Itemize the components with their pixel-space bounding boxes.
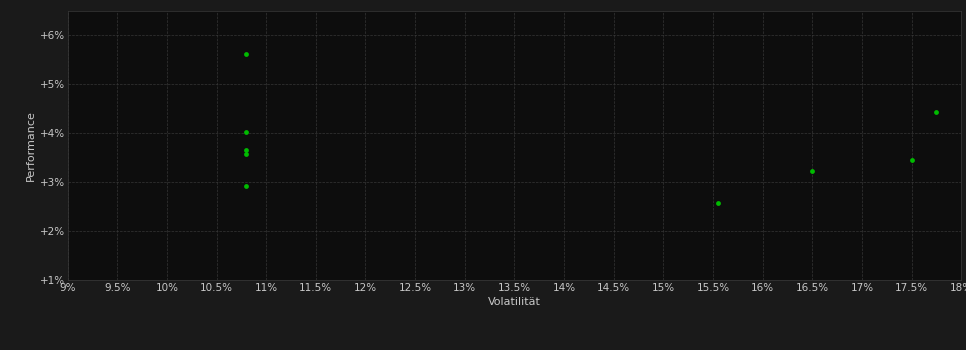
Point (239, 151, 254, 156)
Point (904, 157, 920, 163)
Point (805, 168, 820, 174)
Point (710, 200, 725, 206)
X-axis label: Volatilität: Volatilität (488, 297, 541, 307)
Point (239, 147, 254, 153)
Point (928, 110, 944, 115)
Point (239, 129, 254, 135)
Point (239, 183, 254, 189)
Y-axis label: Performance: Performance (25, 110, 36, 181)
Point (239, 51, 254, 56)
